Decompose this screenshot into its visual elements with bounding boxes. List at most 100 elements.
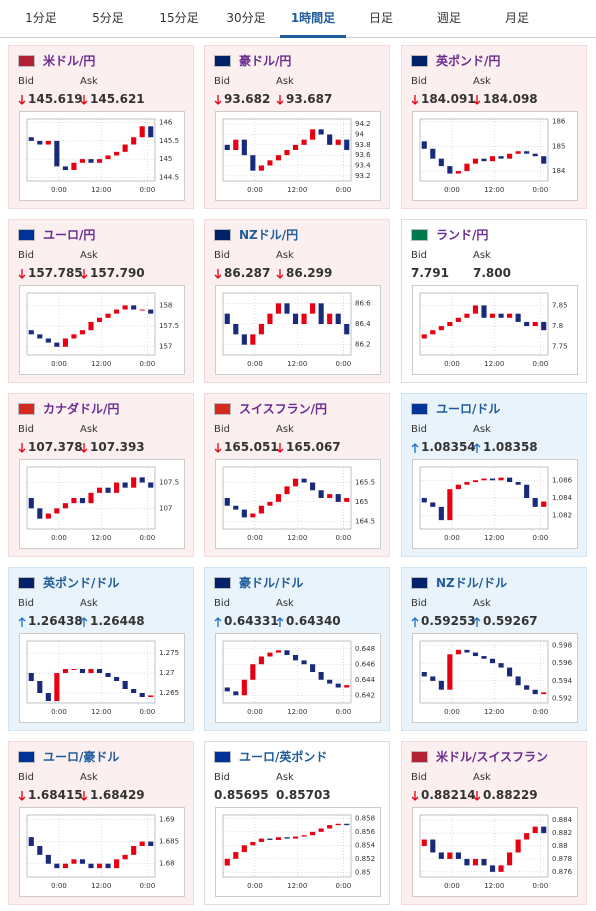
candle: [438, 158, 444, 167]
candle: [489, 313, 496, 318]
tab[interactable]: 15分足: [159, 11, 199, 25]
direction-arrow: [473, 617, 481, 627]
candle: [541, 692, 547, 695]
x-tick-label: 12:00: [484, 708, 504, 716]
tab[interactable]: 週足: [436, 11, 461, 25]
arrow-shape: [80, 791, 88, 801]
candle: [71, 859, 77, 864]
candle: [37, 334, 43, 339]
candle: [241, 509, 247, 518]
tab[interactable]: 月足: [504, 11, 529, 25]
y-tick-label: 94.2: [355, 120, 371, 128]
ask-label: Ask: [80, 250, 98, 261]
x-tick-label: 0:00: [532, 708, 548, 716]
pair-name[interactable]: 米ドル/スイスフラン: [436, 750, 549, 764]
chart-bg: [19, 459, 185, 549]
pair-name[interactable]: NZドル/円: [239, 228, 299, 242]
candle: [515, 482, 521, 485]
candle: [96, 863, 103, 869]
tab[interactable]: 日足: [368, 11, 393, 25]
pair-name[interactable]: ユーロ/英ポンド: [239, 750, 328, 764]
arrow-shape: [473, 617, 481, 627]
bid-label: Bid: [214, 598, 230, 609]
tab[interactable]: 5分足: [92, 11, 124, 25]
tab[interactable]: 30分足: [226, 11, 266, 25]
candle: [472, 480, 479, 483]
y-tick-label: 0.88: [552, 842, 568, 850]
ask-label: Ask: [473, 424, 491, 435]
pair-name[interactable]: 英ポンド/円: [436, 54, 501, 68]
arrow-shape: [80, 443, 88, 453]
bid-label: Bid: [214, 76, 230, 87]
x-tick-label: 0:00: [444, 534, 460, 542]
candle: [455, 171, 461, 174]
direction-arrow: [80, 791, 88, 801]
pair-name[interactable]: 豪ドル/円: [239, 54, 292, 68]
arrow-shape: [18, 95, 26, 105]
x-tick-label: 0:00: [247, 360, 263, 368]
bid-label: Bid: [411, 772, 427, 783]
ask-label: Ask: [473, 76, 491, 87]
tab[interactable]: 1時間足: [280, 0, 346, 38]
pair-name[interactable]: ユーロ/ドル: [436, 402, 501, 416]
candle: [105, 487, 111, 493]
candle: [96, 669, 103, 673]
pair-name[interactable]: NZドル/ドル: [436, 576, 508, 590]
y-tick-label: 157.5: [159, 322, 179, 330]
direction-arrow: [214, 269, 222, 279]
direction-arrow: [80, 269, 88, 279]
x-tick-label: 0:00: [139, 708, 155, 716]
candle: [532, 153, 538, 157]
x-tick-label: 0:00: [532, 186, 548, 194]
currency-card: NZドル/円 Bid Ask 86.287 86.299 86.2 86.4 86.6 0:00…: [204, 219, 390, 383]
pair-name[interactable]: ユーロ/円: [43, 228, 96, 242]
candle: [275, 303, 282, 314]
candle: [224, 687, 230, 692]
bid-value: 0.88214: [421, 788, 476, 802]
candle: [250, 155, 256, 171]
candle: [148, 695, 154, 697]
x-tick-label: 0:00: [51, 186, 67, 194]
candle: [421, 334, 427, 339]
candle: [344, 324, 350, 335]
direction-arrow: [473, 443, 481, 453]
ask-label: Ask: [80, 76, 98, 87]
candle: [250, 664, 256, 680]
candle: [430, 330, 436, 335]
pair-name[interactable]: 米ドル/円: [43, 54, 96, 68]
currency-card: 英ポンド/ドル Bid Ask 1.26438 1.26448 1.265 1.27 1.27…: [8, 567, 194, 731]
candle: [224, 313, 230, 324]
pair-name[interactable]: スイスフラン/円: [239, 402, 328, 416]
candle: [71, 498, 77, 504]
y-tick-label: 0.648: [355, 645, 375, 653]
pair-name[interactable]: 豪ドル/ドル: [239, 576, 304, 590]
candle: [114, 677, 120, 681]
candle: [318, 303, 324, 324]
flag-icon: [411, 55, 428, 67]
x-tick-label: 0:00: [335, 534, 351, 542]
candle: [524, 833, 530, 840]
candle: [267, 652, 273, 657]
chart-bg: [215, 459, 381, 549]
tab[interactable]: 1分足: [25, 11, 57, 25]
y-tick-label: 1.084: [552, 494, 573, 502]
y-tick-label: 7.8: [552, 322, 563, 330]
pair-name[interactable]: ユーロ/豪ドル: [43, 750, 120, 764]
candle: [114, 859, 120, 869]
pair-name[interactable]: ランド/円: [436, 228, 489, 242]
plot-frame: [26, 292, 156, 356]
pair-name[interactable]: カナダドル/円: [43, 402, 120, 416]
ask-label: Ask: [80, 772, 98, 783]
bid-value: 86.287: [224, 266, 271, 280]
pair-name[interactable]: 英ポンド/ドル: [43, 576, 120, 590]
candle: [105, 313, 111, 318]
arrow-shape: [80, 95, 88, 105]
candle: [489, 156, 496, 162]
chart-bg: [19, 111, 185, 201]
candle: [498, 477, 504, 481]
chart-bg: [412, 459, 578, 549]
price-chart: 1.68 1.685 1.69 0:00 12:00 0:00: [19, 807, 185, 897]
candle: [148, 482, 154, 488]
arrow-shape: [473, 95, 481, 105]
ask-label: Ask: [276, 772, 294, 783]
